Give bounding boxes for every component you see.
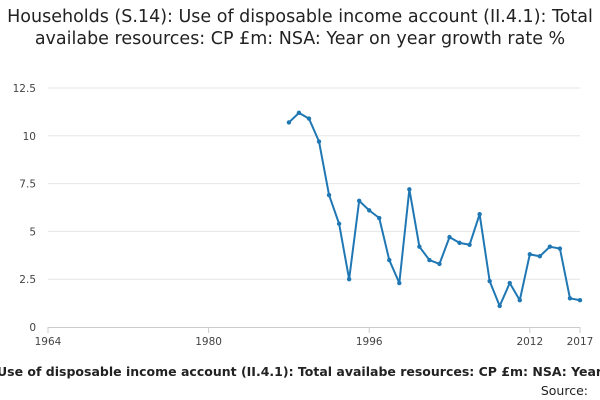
- data-point: [367, 208, 372, 213]
- y-tick-label: 2.5: [19, 274, 36, 286]
- chart-title: Households (S.14): Use of disposable inc…: [7, 7, 593, 49]
- data-point: [437, 261, 442, 267]
- series-line: [288, 111, 581, 307]
- data-point: [457, 240, 462, 246]
- x-axis: 1964 1980 1996 2012 2017: [35, 327, 594, 348]
- data-point: [387, 257, 392, 263]
- data-point: [567, 296, 573, 301]
- data-point: [487, 278, 492, 284]
- y-tick-label: 7.5: [19, 179, 36, 191]
- data-point: [497, 303, 502, 309]
- data-point: [296, 110, 302, 116]
- data-point: [447, 234, 452, 240]
- y-tick-label: 0: [29, 322, 36, 334]
- data-point: [527, 252, 533, 257]
- y-tick-label: 5: [29, 226, 36, 238]
- data-point: [507, 280, 512, 286]
- data-point: [427, 257, 432, 263]
- data-point: [286, 120, 292, 125]
- data-point: [397, 280, 402, 286]
- data-point: [557, 246, 563, 251]
- data-point: [537, 254, 543, 259]
- y-axis-ticks: 0 2.5 5 7.5 10 12.5: [13, 83, 36, 334]
- data-point: [517, 298, 522, 303]
- data-point: [356, 198, 362, 204]
- data-point: [377, 215, 382, 221]
- y-tick-label: 10: [23, 131, 36, 143]
- data-point: [477, 211, 482, 217]
- data-point: [577, 298, 583, 303]
- data-point: [336, 221, 342, 226]
- plot-area: [286, 110, 583, 309]
- x-tick-label: 2012: [516, 336, 543, 348]
- gridlines: [48, 87, 580, 280]
- chart-caption: Use of disposable income account (II.4.1…: [0, 364, 600, 379]
- data-point: [346, 277, 352, 282]
- data-point: [467, 242, 472, 247]
- source-label: Source:: [540, 383, 588, 398]
- data-point: [417, 244, 422, 249]
- data-point: [306, 116, 312, 121]
- x-tick-label: 1996: [356, 336, 383, 348]
- data-point: [547, 244, 553, 249]
- x-tick-label: 2017: [567, 336, 594, 348]
- data-point: [316, 139, 322, 144]
- x-tick-label: 1964: [35, 336, 62, 348]
- y-tick-label: 12.5: [13, 83, 36, 95]
- x-tick-label: 1980: [195, 336, 222, 348]
- data-point: [326, 192, 332, 198]
- data-point: [407, 187, 412, 192]
